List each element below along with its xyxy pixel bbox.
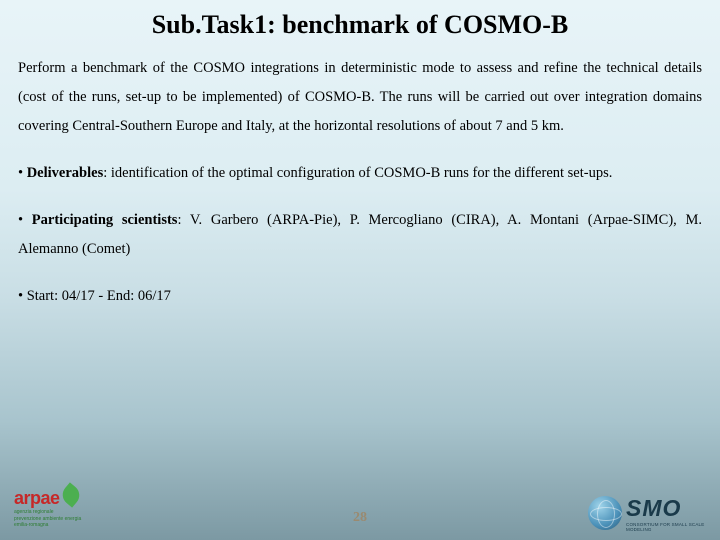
arpae-sub3: emilia-romagna xyxy=(14,523,84,529)
deliverables-label: Deliverables xyxy=(27,165,104,181)
bullet-participants: • Participating scientists: V. Garbero (… xyxy=(18,206,702,264)
intro-paragraph: Perform a benchmark of the COSMO integra… xyxy=(18,54,702,141)
deliverables-text: : identification of the optimal configur… xyxy=(103,165,612,181)
arpae-sub1: agenzia regionale xyxy=(14,510,84,516)
slide-container: Sub.Task1: benchmark of COSMO-B Perform … xyxy=(0,0,720,540)
globe-icon xyxy=(588,496,622,530)
cosmo-tagline: CONSORTIUM FOR SMALL SCALE MODELING xyxy=(626,522,708,532)
participants-label: Participating scientists xyxy=(32,212,178,228)
arpae-logo: arpae agenzia regionale prevenzione ambi… xyxy=(14,488,84,532)
cosmo-text-block: SMO CONSORTIUM FOR SMALL SCALE MODELING xyxy=(626,495,708,532)
cosmo-logo: SMO CONSORTIUM FOR SMALL SCALE MODELING xyxy=(588,496,708,530)
slide-title: Sub.Task1: benchmark of COSMO-B xyxy=(18,10,702,40)
cosmo-smo-text: SMO xyxy=(626,495,708,522)
bullet-deliverables: • Deliverables: identification of the op… xyxy=(18,159,702,188)
dates-text: Start: 04/17 - End: 06/17 xyxy=(27,288,171,304)
bullet-dates: • Start: 04/17 - End: 06/17 xyxy=(18,282,702,311)
